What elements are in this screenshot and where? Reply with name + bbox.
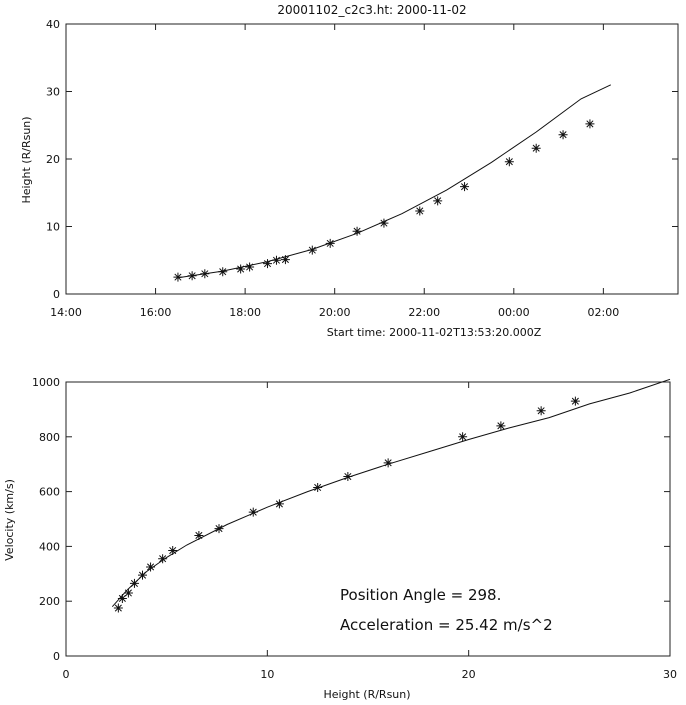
bottom-fit-line [111,378,671,608]
bottom-x-tick-label: 20 [462,668,476,681]
top-data-point [173,272,183,282]
top-x-tick-label: 00:00 [498,306,530,319]
bottom-data-point [313,482,323,492]
bottom-data-point [214,524,224,534]
bottom-x-tick-label: 0 [63,668,70,681]
bottom-data-point [168,546,178,556]
top-data-point [187,271,197,281]
bottom-data-point [536,406,546,416]
position-angle-annotation: Position Angle = 298. [340,586,501,604]
top-data-point [460,182,470,192]
top-data-point [558,130,568,140]
top-plot-frame [65,23,679,295]
top-x-tick-label: 20:00 [319,306,351,319]
top-data-point [504,157,514,167]
velocity-height-panel: Velocity (km/s) Height (R/Rsun) Position… [3,376,677,701]
top-data-point [236,264,246,274]
bottom-data-point [383,458,393,468]
top-x-tick-label: 18:00 [229,306,261,319]
bottom-data-point [458,432,468,442]
bottom-data-point [343,472,353,482]
top-y-tick-label: 0 [53,288,60,301]
bottom-data-point [570,396,580,406]
top-data-point [379,218,389,228]
bottom-data-point [138,570,148,580]
bottom-data-point [496,421,506,431]
bottom-y-axis-label: Velocity (km/s) [3,479,16,561]
top-data-point [433,196,443,206]
top-data-point [531,143,541,153]
bottom-data-point [117,593,127,603]
bottom-data-point [129,578,139,588]
bottom-y-tick-label: 0 [53,650,60,663]
top-data-point [307,245,317,255]
top-data-point [271,255,281,265]
top-x-axis-label: Start time: 2000-11-02T13:53:20.000Z [327,326,542,339]
top-data-point [415,206,425,216]
top-y-tick-label: 40 [46,18,60,31]
height-time-panel: 20001102_c2c3.ht: 2000-11-02 Height (R/R… [20,3,679,339]
bottom-y-tick-label: 400 [39,540,60,553]
top-x-tick-label: 14:00 [50,306,82,319]
top-y-axis-label: Height (R/Rsun) [20,116,33,203]
bottom-data-point [274,499,284,509]
bottom-x-tick-label: 30 [663,668,677,681]
bottom-data-point [194,530,204,540]
top-y-tick-label: 20 [46,153,60,166]
bottom-plot-frame [65,381,671,657]
bottom-y-tick-label: 600 [39,486,60,499]
bottom-data-point [113,603,123,613]
bottom-data-point [248,507,258,517]
top-data-point [245,262,255,272]
top-x-tick-label: 22:00 [408,306,440,319]
top-data-point [352,226,362,236]
bottom-data-point [146,562,156,572]
top-x-tick-label: 02:00 [588,306,620,319]
bottom-y-tick-label: 200 [39,595,60,608]
acceleration-annotation: Acceleration = 25.42 m/s^2 [340,616,553,634]
bottom-data-point [158,554,168,564]
top-fit-line [177,84,612,279]
top-y-tick-label: 30 [46,86,60,99]
top-data-point [280,255,290,265]
top-data-point [263,259,273,269]
bottom-x-tick-label: 10 [260,668,274,681]
top-y-tick-label: 10 [46,221,60,234]
bottom-data-point [123,588,133,598]
top-data-point [325,238,335,248]
bottom-y-tick-label: 1000 [32,376,60,389]
bottom-x-axis-label: Height (R/Rsun) [323,688,410,701]
top-data-point [200,269,210,279]
top-data-point [585,119,595,129]
bottom-y-tick-label: 800 [39,431,60,444]
top-x-tick-label: 16:00 [140,306,172,319]
top-data-point [218,267,228,277]
top-plot-title: 20001102_c2c3.ht: 2000-11-02 [277,3,466,17]
